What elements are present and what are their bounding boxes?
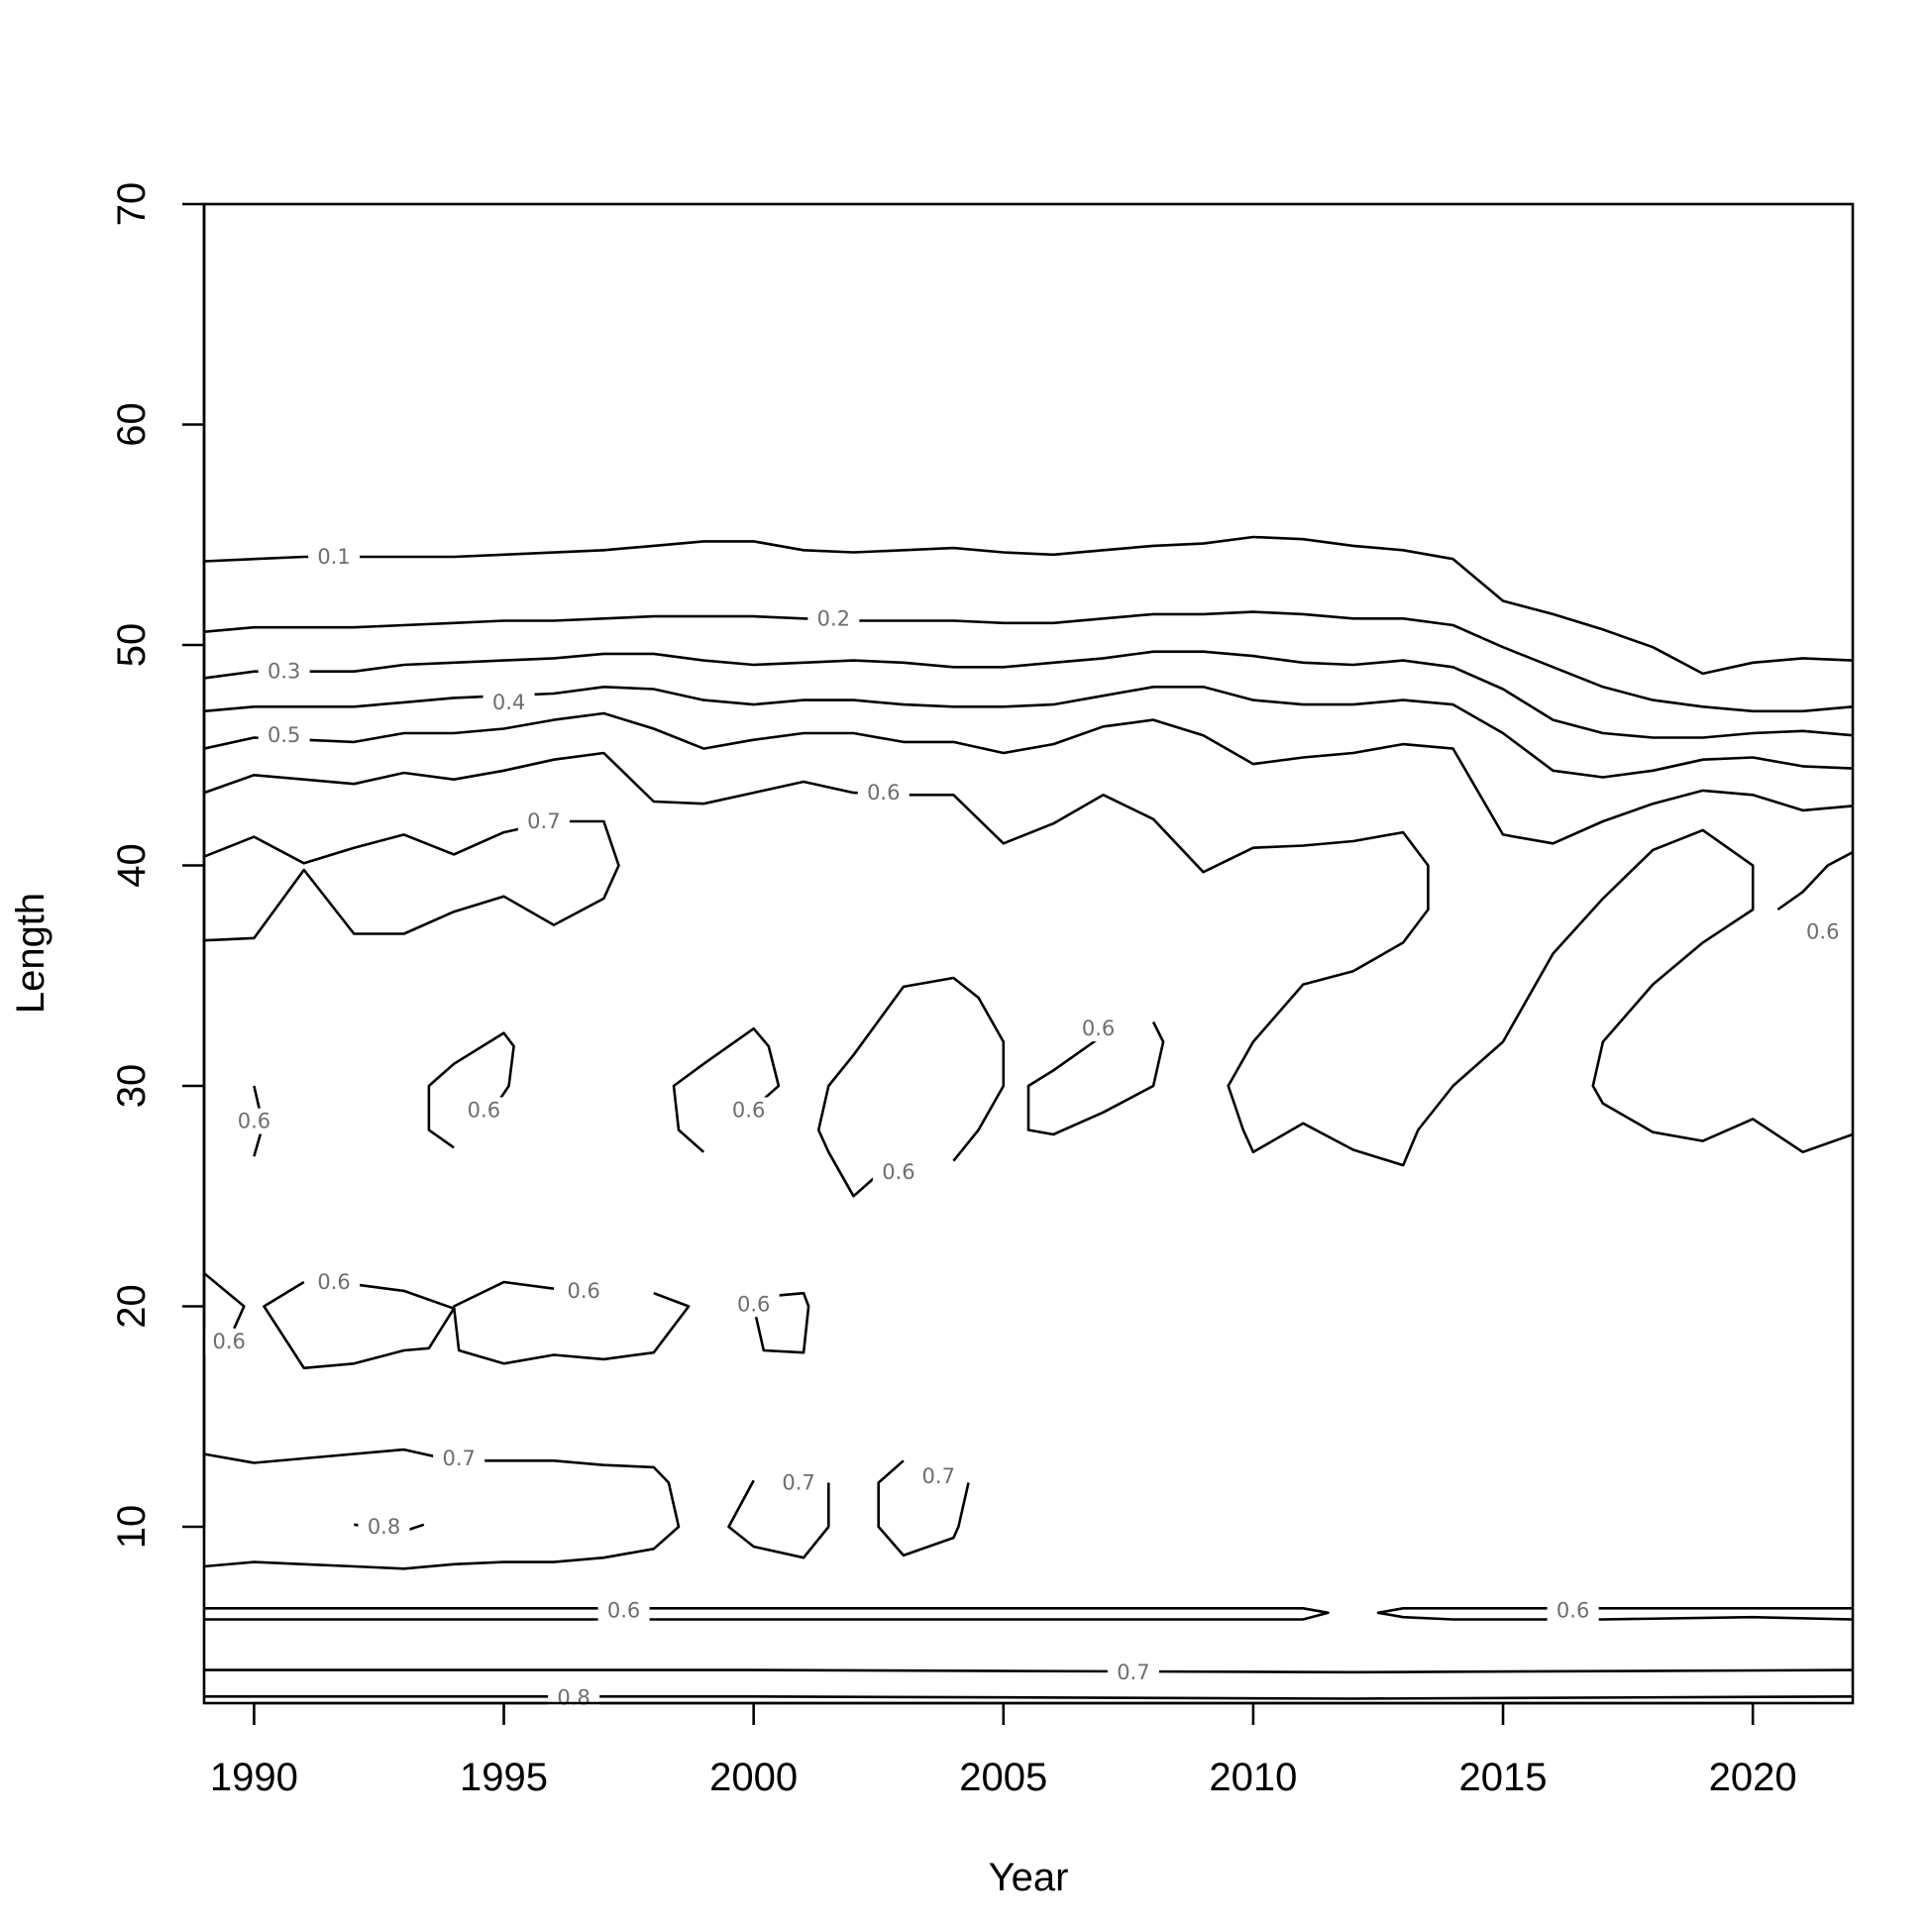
y-tick-label: 30 — [110, 1064, 154, 1109]
contour-label-bg — [872, 1158, 924, 1185]
contour-label-bg — [308, 1269, 361, 1296]
contour-line-0.8 — [204, 1695, 1853, 1700]
contour-label: 0.3 — [268, 660, 300, 684]
contour-line-0.1 — [204, 535, 1853, 676]
contour-label-bg — [548, 1684, 600, 1711]
contour-label: 0.5 — [268, 723, 300, 747]
contour-label: 0.7 — [527, 809, 560, 833]
contour-label: 0.6 — [607, 1599, 640, 1623]
x-tick-label: 2010 — [1209, 1756, 1297, 1799]
contour-label: 0.8 — [557, 1685, 590, 1709]
contour-lines — [204, 535, 1853, 1700]
y-tick-label: 40 — [110, 843, 154, 888]
contour-line-0.5 — [204, 711, 1853, 845]
contour-label: 0.6 — [568, 1279, 600, 1303]
contour-label-bg — [597, 1597, 650, 1624]
contour-line-0.7 — [727, 1479, 830, 1559]
contour-line-0.6 — [752, 1291, 810, 1354]
contour-label: 0.7 — [1117, 1661, 1149, 1684]
contour-label: 0.6 — [213, 1330, 246, 1353]
x-tick-label: 1990 — [210, 1756, 298, 1799]
contour-line-0.6 — [204, 751, 1853, 1167]
contour-label: 0.7 — [442, 1447, 475, 1470]
contour-label-bg — [258, 658, 310, 685]
contour-line-0.6 — [1026, 1020, 1165, 1136]
contour-label-bg — [258, 722, 310, 749]
contour-label: 0.7 — [922, 1464, 955, 1488]
contour-line-0.7 — [204, 819, 620, 942]
contour-line-0.6 — [204, 1607, 1330, 1621]
contour-label: 0.1 — [317, 545, 350, 569]
contour-label: 0.2 — [817, 606, 850, 630]
contour-line-0.7 — [877, 1459, 970, 1557]
contour-line-0.6 — [204, 1272, 246, 1330]
y-tick-label: 10 — [110, 1505, 154, 1550]
x-tick-label: 1995 — [460, 1756, 548, 1799]
contour-label-bg — [358, 1514, 410, 1540]
contour-label: 0.6 — [468, 1098, 500, 1122]
contour-label-bg — [1107, 1659, 1159, 1685]
contour-label-bg — [228, 1108, 280, 1134]
contour-label: 0.6 — [732, 1098, 765, 1122]
contour-label-bg — [558, 1277, 610, 1304]
contour-label-bg — [483, 689, 535, 715]
contour-label: 0.6 — [1806, 919, 1839, 943]
contour-label-bg — [1547, 1597, 1599, 1624]
y-axis-title: Length — [9, 893, 53, 1014]
contour-label-bg — [1796, 918, 1849, 945]
contour-line-0.6 — [427, 1031, 515, 1149]
contour-line-0.6 — [452, 1280, 691, 1365]
x-axis: 1990 1995 2000 2005 2010 2015 2020 — [210, 1701, 1797, 1799]
y-tick-label: 70 — [110, 182, 154, 227]
contour-label-bg — [722, 1097, 775, 1124]
contour-label: 0.6 — [882, 1160, 914, 1184]
contour-label-bg — [1072, 1016, 1125, 1042]
y-tick-label: 60 — [110, 402, 154, 447]
contour-label: 0.6 — [238, 1110, 270, 1133]
contour-label-bg — [517, 808, 570, 834]
contour-label-bg — [308, 544, 361, 570]
contour-labels: 0.1 0.2 0.3 0.4 0.5 0.6 0.6 0.7 0.6 0.6 0.6 0.6 0.6 0… — [203, 544, 1849, 1711]
contour-label: 0.6 — [737, 1292, 770, 1316]
contour-label-bg — [458, 1097, 510, 1124]
contour-label: 0.6 — [317, 1270, 350, 1294]
contour-label: 0.6 — [1082, 1017, 1115, 1040]
contour-line-0.3 — [204, 650, 1853, 739]
contour-line-0.2 — [204, 610, 1853, 713]
contour-label-bg — [807, 605, 860, 632]
plot-frame — [202, 202, 1855, 1705]
x-tick-label: 2005 — [959, 1756, 1047, 1799]
contour-label-bg — [433, 1446, 485, 1472]
contour-label-bg — [203, 1329, 256, 1355]
y-tick-label: 20 — [110, 1284, 154, 1329]
contour-label: 0.7 — [782, 1471, 814, 1495]
contour-label: 0.6 — [867, 781, 900, 805]
x-tick-label: 2015 — [1459, 1756, 1548, 1799]
y-axis: 10 20 30 40 50 60 70 — [110, 182, 206, 1550]
contour-line-0.4 — [204, 686, 1853, 779]
contour-line-0.6 — [1776, 850, 1853, 912]
y-tick-label: 50 — [110, 623, 154, 668]
contour-line-0.6 — [263, 1280, 456, 1370]
x-tick-label: 2020 — [1709, 1756, 1797, 1799]
contour-label: 0.6 — [1556, 1599, 1589, 1623]
contour-line-0.6 — [672, 1026, 781, 1153]
contour-line-0.7 — [204, 1448, 681, 1570]
contour-label-bg — [857, 780, 910, 806]
contour-label-bg — [727, 1291, 780, 1318]
contour-label-bg — [912, 1462, 965, 1489]
x-tick-label: 2000 — [709, 1756, 798, 1799]
x-axis-title: Year — [989, 1856, 1069, 1899]
contour-label: 0.8 — [368, 1515, 400, 1539]
contour-line-0.7 — [204, 1668, 1853, 1674]
contour-line-0.6 — [1376, 1607, 1853, 1621]
contour-label-bg — [773, 1469, 825, 1496]
contour-label: 0.4 — [492, 691, 525, 714]
contour-line-0.6 — [816, 976, 1006, 1198]
